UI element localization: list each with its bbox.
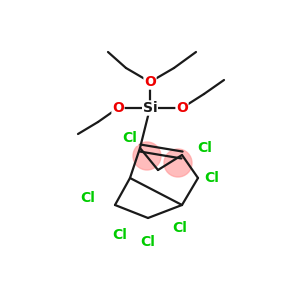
Text: Cl: Cl	[123, 131, 137, 145]
Text: O: O	[112, 101, 124, 115]
Text: Si: Si	[143, 101, 157, 115]
Text: Cl: Cl	[198, 141, 212, 155]
Text: Cl: Cl	[81, 191, 95, 205]
Text: O: O	[144, 75, 156, 89]
Circle shape	[164, 149, 192, 177]
Text: Cl: Cl	[141, 235, 155, 249]
Text: Cl: Cl	[172, 221, 188, 235]
Text: Cl: Cl	[112, 228, 128, 242]
Circle shape	[133, 142, 161, 170]
Text: Cl: Cl	[205, 171, 219, 185]
Text: O: O	[176, 101, 188, 115]
